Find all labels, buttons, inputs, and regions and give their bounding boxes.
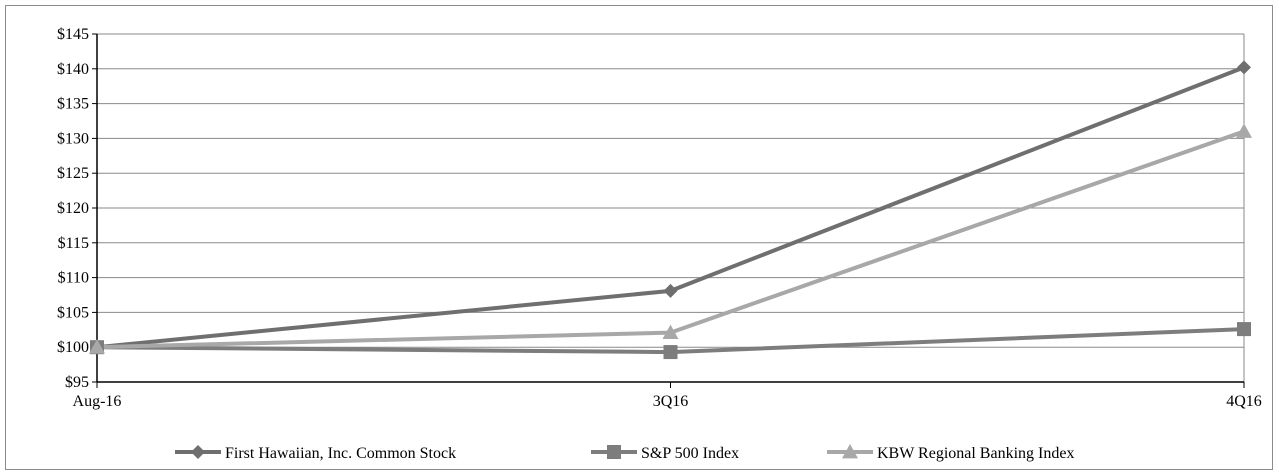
- data-point-first-hawaiian-inc-common-stock: [663, 283, 678, 298]
- legend-swatch-marker: [607, 445, 621, 459]
- chart-frame: [5, 5, 1273, 470]
- legend: First Hawaiian, Inc. Common Stock S&P 500…: [175, 444, 1074, 462]
- y-tick-label: $140: [57, 61, 89, 78]
- y-tick-label: $110: [58, 270, 89, 287]
- data-point-kbw-regional-banking-index: [89, 339, 105, 354]
- legend-item-first-hawaiian-inc-common-stock: First Hawaiian, Inc. Common Stock: [175, 445, 456, 462]
- x-tick-label: 3Q16: [653, 393, 689, 410]
- y-tick-label: $130: [57, 130, 89, 147]
- series-markers: [89, 60, 1252, 360]
- legend-swatch-marker: [191, 445, 205, 459]
- y-tick-label: $105: [57, 304, 89, 321]
- axes: [92, 33, 1245, 388]
- y-axis-tick-labels: $95 $100 $105 $110 $115 $120 $125 $130 $135 $140 $…: [57, 26, 89, 391]
- data-point-s-p-500-index: [663, 345, 678, 360]
- y-tick-label: $100: [57, 339, 89, 356]
- legend-swatch-marker: [842, 444, 858, 459]
- series-line-kbw-regional-banking-index: [96, 129, 1245, 350]
- x-axis-tick-labels: Aug-16 3Q16 4Q16: [73, 393, 1262, 410]
- series-line-first-hawaiian-inc-common-stock: [96, 65, 1245, 350]
- legend-item-s-p-500-index: S&P 500 Index: [591, 445, 739, 462]
- y-tick-label: $120: [57, 200, 89, 217]
- legend-label: KBW Regional Banking Index: [877, 445, 1074, 462]
- y-tick-label: $115: [58, 235, 89, 252]
- y-tick-label: $95: [65, 374, 89, 391]
- data-point-s-p-500-index: [1237, 322, 1251, 337]
- series-lines: [96, 65, 1245, 355]
- y-tick-label: $145: [57, 26, 89, 43]
- data-point-kbw-regional-banking-index: [662, 324, 679, 339]
- legend-label: First Hawaiian, Inc. Common Stock: [225, 445, 456, 462]
- x-tick-label: 4Q16: [1226, 393, 1262, 410]
- legend-label: S&P 500 Index: [641, 445, 739, 462]
- y-tick-label: $135: [57, 96, 89, 113]
- data-point-kbw-regional-banking-index: [1236, 123, 1252, 138]
- x-tick-label: Aug-16: [73, 393, 122, 410]
- data-point-first-hawaiian-inc-common-stock: [1237, 60, 1251, 75]
- legend-item-kbw-regional-banking-index: KBW Regional Banking Index: [827, 444, 1074, 462]
- y-tick-label: $125: [57, 165, 89, 182]
